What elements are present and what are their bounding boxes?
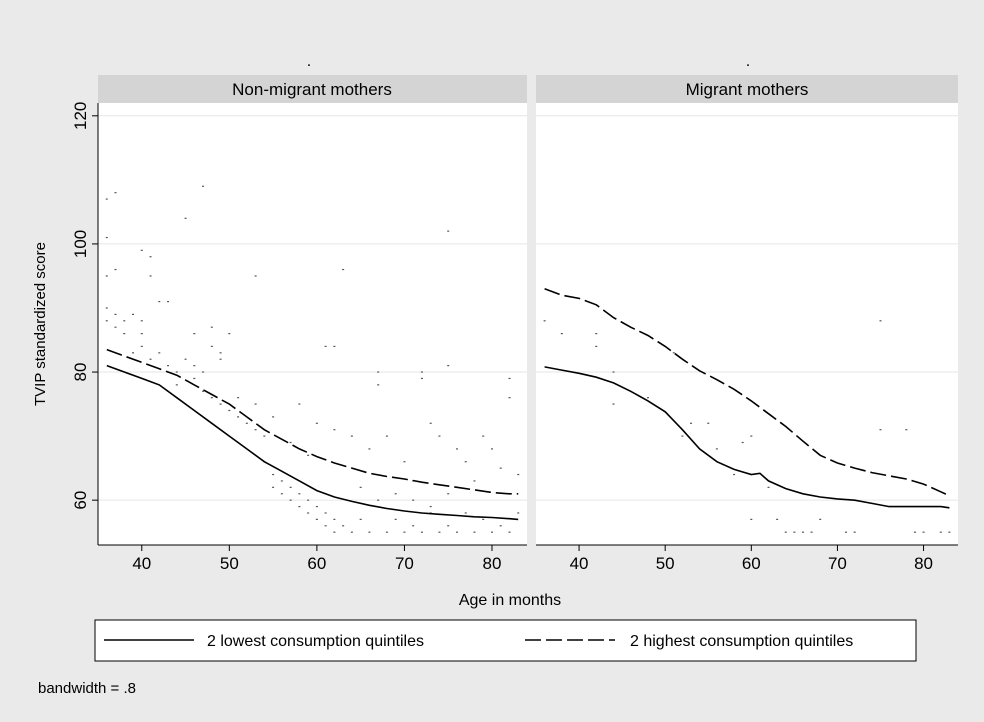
legend-box [94,619,917,662]
x-tick-label: 60 [307,554,326,573]
plot-area [98,103,527,545]
panel-non-migrant: . Non-migrant mothers 60 80 100 120 40 50 60 7… [71,53,527,573]
legend-label: 2 highest consumption quintiles [630,633,853,650]
smooth-lines [106,348,519,521]
y-tick-label: 120 [71,102,90,130]
panel-marker: . [307,53,311,70]
x-tick-label: 40 [132,554,151,573]
x-tick-label: 80 [914,554,933,573]
panel-strip [98,75,527,103]
scatter-points [105,185,520,533]
x-tick-label: 50 [656,554,675,573]
panel-strip [536,75,958,103]
x-tick-label: 50 [220,554,239,573]
x-tick-label: 80 [483,554,502,573]
x-tick-label: 40 [570,554,589,573]
series-line-lowest-quintiles [544,366,950,509]
panel-migrant: . Migrant mothers 40 50 60 70 80 [536,53,958,573]
legend: 2 lowest consumption quintiles 2 highest… [94,619,917,662]
y-tick-label: 100 [71,230,90,258]
y-tick-label: 80 [71,363,90,382]
x-axis-title: Age in months [459,592,561,609]
panel-title: Non-migrant mothers [232,80,392,99]
plot-area [536,103,958,545]
x-tick-label: 70 [828,554,847,573]
series-line-highest-quintiles [544,288,950,497]
gridlines [98,115,527,501]
series-line-lowest-quintiles [106,364,519,521]
x-ticks: 40 50 60 70 80 [570,545,933,573]
scatter-points [543,320,951,533]
x-ticks: 40 50 60 70 80 [132,545,501,573]
y-axis-title: TVIP standardized score [32,242,49,406]
bandwidth-note: bandwidth = .8 [38,680,136,697]
x-tick-label: 60 [742,554,761,573]
legend-label: 2 lowest consumption quintiles [207,633,424,650]
y-ticks: 60 80 100 120 [71,102,98,510]
smooth-lines [544,288,950,509]
panel-marker: . [746,53,750,70]
x-tick-label: 70 [395,554,414,573]
gridlines [536,115,958,501]
y-tick-label: 60 [71,491,90,510]
panel-title: Migrant mothers [686,80,809,99]
series-line-highest-quintiles [106,348,519,495]
